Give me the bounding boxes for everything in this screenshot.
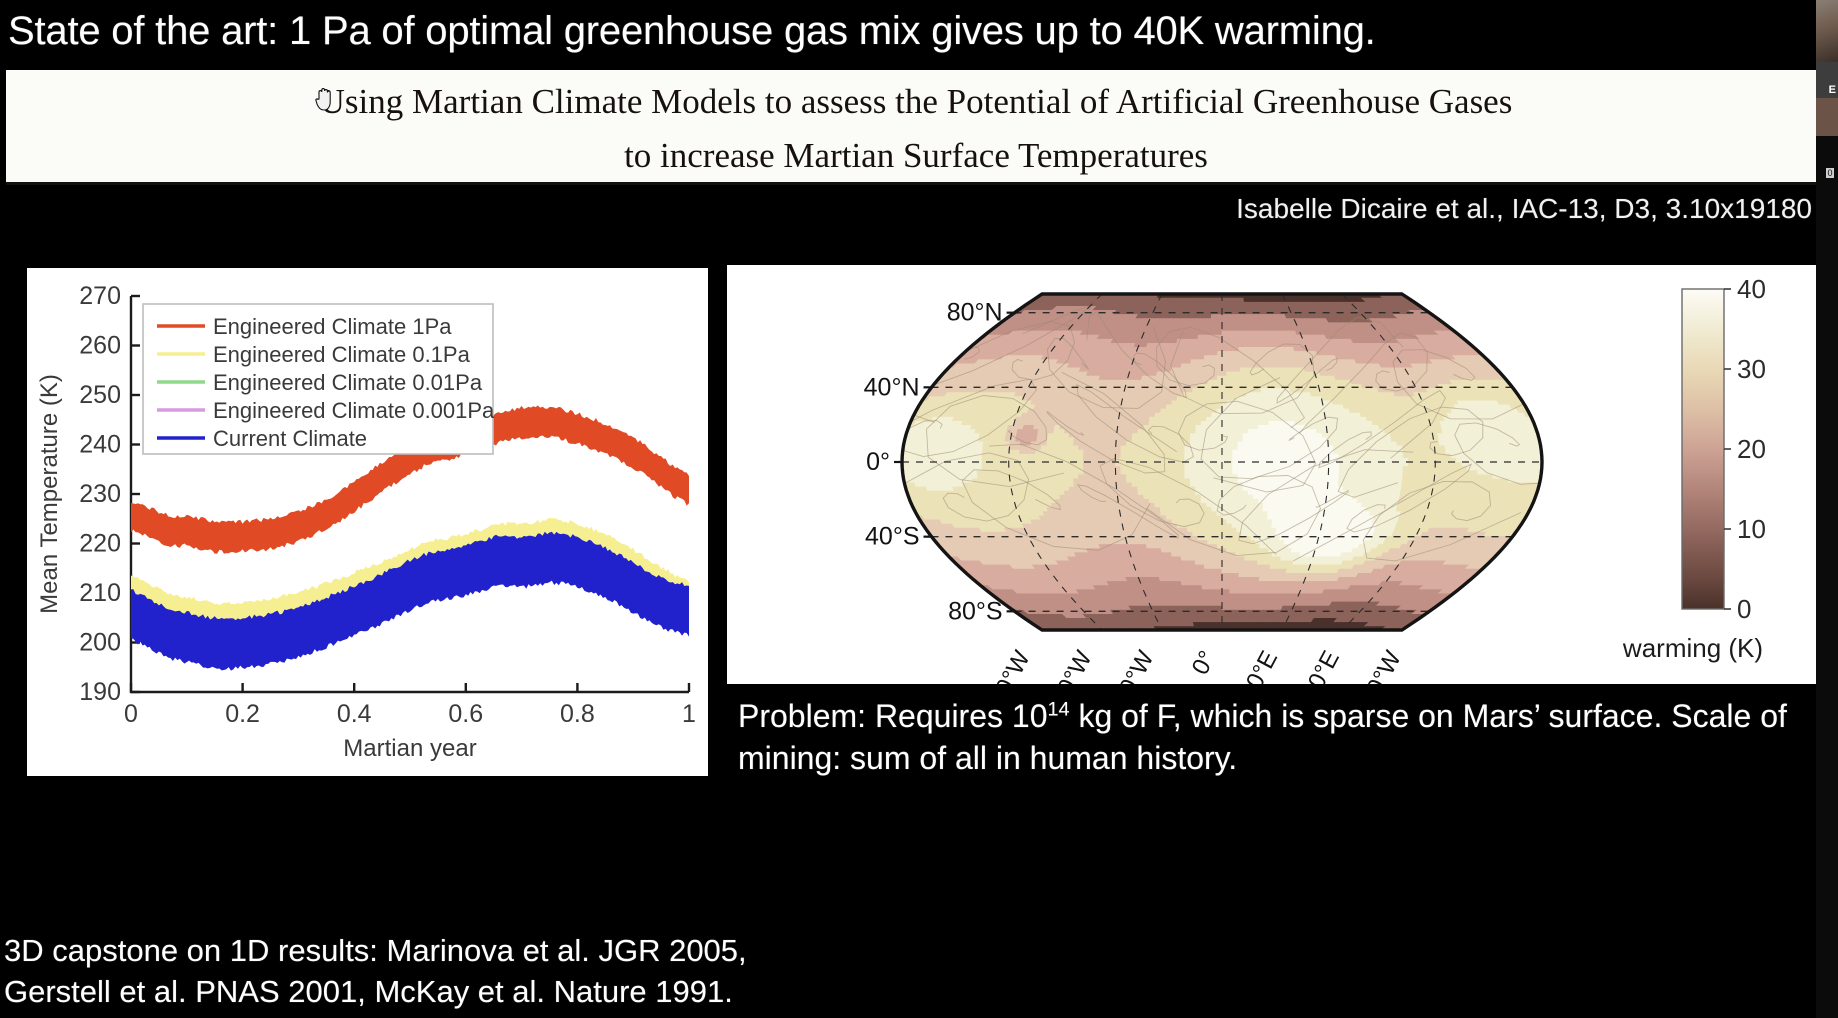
latitude-label: 80°S <box>948 597 1002 625</box>
y-axis-tick-label: 220 <box>79 530 121 558</box>
y-axis-tick-label: 210 <box>79 579 121 607</box>
x-axis-tick-label: 0.4 <box>337 700 372 728</box>
right-edge-strip[interactable]: E 0 <box>1816 0 1838 1018</box>
thumbnail-preview[interactable] <box>1816 0 1838 62</box>
x-axis-tick-label: 0 <box>124 700 138 728</box>
paper-title-strip: Using Martian Climate Models to assess t… <box>6 70 1826 185</box>
chart-legend: Engineered Climate 1Pa Engineered Climate… <box>142 303 495 455</box>
problem-text-part2: kg of F, which is sparse on Mars’ surfac… <box>738 698 1787 776</box>
paper-title-line-1: Using Martian Climate Models to assess t… <box>319 82 1513 121</box>
map-colorbar: 0 10 20 30 40 warming (K) <box>1622 274 1766 663</box>
slide-headline: State of the art: 1 Pa of optimal greenh… <box>8 9 1376 53</box>
graticule-meridian <box>1281 294 1330 630</box>
graticule-meridian <box>1341 294 1436 630</box>
globe-outline <box>900 292 1544 632</box>
y-axis-tick-label: 190 <box>79 678 121 706</box>
graticule-meridian <box>1114 294 1163 630</box>
figure-temperature-timeseries: 190 200 210 220 230 240 250 260 270 0 0.2 0.4 0.6 0.8… <box>27 268 708 776</box>
x-axis-tick-label: 1 <box>682 700 696 728</box>
colorbar-tick-label: 20 <box>1737 434 1766 464</box>
legend-label: Engineered Climate 0.1Pa <box>213 342 471 367</box>
y-axis-tick-label: 230 <box>79 480 121 508</box>
thumbnail-label: E <box>1828 84 1836 96</box>
y-axis-title: Mean Temperature (K) <box>36 374 63 614</box>
paper-title-line-2: to increase Martian Surface Temperatures <box>624 136 1208 175</box>
legend-label: Engineered Climate 1Pa <box>213 314 452 339</box>
x-axis-tick-label: 0.2 <box>225 700 260 728</box>
thumbnail-caption-bar <box>1816 62 1838 98</box>
y-axis-tick-label: 200 <box>79 629 121 657</box>
problem-exponent: 14 <box>1047 698 1070 721</box>
legend-label: Engineered Climate 0.01Pa <box>213 370 483 395</box>
thumbnail-preview-secondary[interactable] <box>1816 98 1838 136</box>
y-axis-tick-label: 270 <box>79 282 121 310</box>
legend-label: Engineered Climate 0.001Pa <box>213 398 495 423</box>
x-axis-tick-label: 0.8 <box>560 700 595 728</box>
series-band-5 <box>131 531 689 671</box>
colorbar-tick-label: 30 <box>1737 354 1766 384</box>
x-axis-title: Martian year <box>343 735 476 762</box>
latitude-label: 0° <box>866 448 890 476</box>
x-axis-tick-label: 0.6 <box>448 700 483 728</box>
series-band-1 <box>131 405 689 554</box>
latitude-label: 40°N <box>864 373 920 401</box>
temperature-chart: 190 200 210 220 230 240 250 260 270 0 0.2 0.4 0.6 0.8… <box>27 268 708 776</box>
legend-label: Current Climate <box>213 426 367 451</box>
colorbar-tick-label: 0 <box>1737 594 1751 624</box>
latitude-label: 40°S <box>865 523 919 551</box>
y-axis-tick-label: 240 <box>79 431 121 459</box>
colorbar-tick-label: 10 <box>1737 514 1766 544</box>
y-axis-tick-label: 250 <box>79 381 121 409</box>
mars-map: 80°N40°N0°40°S80°S180°W120°W60°W0°60°E12… <box>727 265 1820 684</box>
citation-line: Isabelle Dicaire et al., IAC-13, D3, 3.1… <box>1236 193 1812 224</box>
problem-text-part1: Problem: Requires 10 <box>738 698 1048 734</box>
problem-statement: Problem: Requires 1014 kg of F, which is… <box>738 695 1828 779</box>
colorbar-tick-label: 40 <box>1737 274 1766 304</box>
colorbar-title: warming (K) <box>1622 633 1763 663</box>
latitude-label: 80°N <box>947 299 1003 327</box>
map-contour-layer <box>902 294 1542 630</box>
figure-mars-warming-map: 80°N40°N0°40°S80°S180°W120°W60°W0°60°E12… <box>727 265 1820 684</box>
graticule-meridian <box>1008 294 1103 630</box>
edge-badge: 0 <box>1826 168 1834 178</box>
figure-left-caption: 3D capstone on 1D results: Marinova et a… <box>4 933 747 1009</box>
y-axis-tick-label: 260 <box>79 332 121 360</box>
